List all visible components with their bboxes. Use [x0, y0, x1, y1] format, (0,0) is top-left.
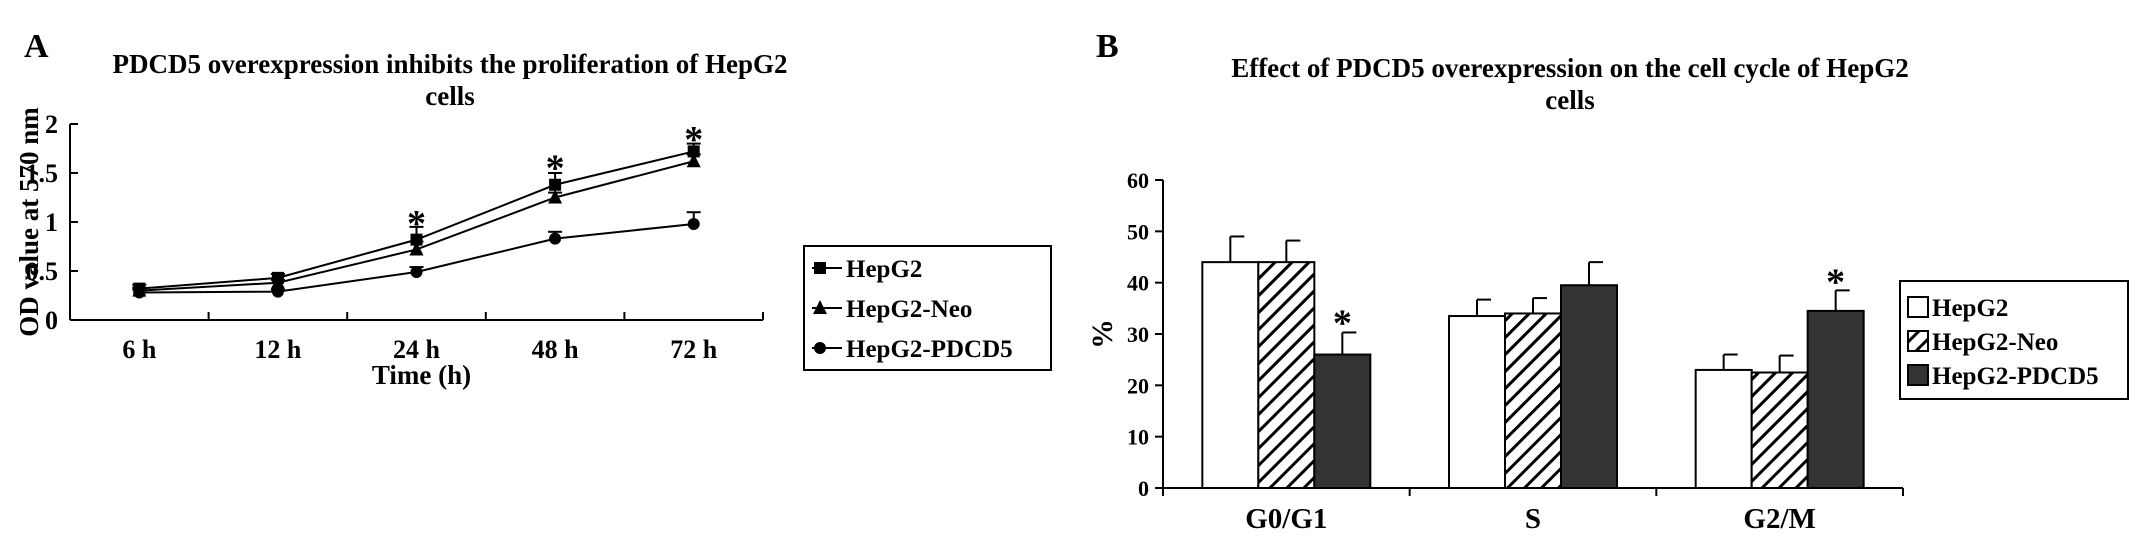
series-hepg2-pdcd5 [132, 211, 701, 299]
legend-label: HepG2 [1932, 295, 2008, 322]
bar-hepg2-neo-g2-m [1750, 371, 1809, 489]
legend-label: HepG2-PDCD5 [1932, 363, 2099, 390]
panel-b-title-line-2: cells [1545, 85, 1595, 115]
data-point [270, 274, 285, 289]
proliferation-line-chart: 0 0.5 1 1.5 2 6 h 12 h 24 h 48 h 72 h Time (h) OD v… [14, 107, 1052, 390]
legend: HepG2 HepG2-Neo HepG2-PDCD5 [1899, 280, 2129, 400]
data-point [410, 265, 423, 278]
data-point [549, 178, 562, 191]
x-tick-label: 12 h [254, 335, 302, 364]
data-point [409, 241, 424, 256]
data-point [687, 217, 700, 230]
panel-a-title-line-2: cells [425, 81, 475, 111]
y-axis-label: OD value at 570 nm [14, 107, 44, 337]
legend-box [1899, 280, 2129, 400]
legend-marker [813, 300, 827, 314]
x-axis-label: Time (h) [372, 360, 471, 390]
y-tick-label: 10 [1127, 425, 1149, 450]
panel-b-letter: B [1096, 28, 1119, 65]
x-tick-label: S [1525, 503, 1541, 535]
x-tick-label: G2/M [1743, 503, 1816, 535]
bar-hepg2-g0-g1 [1201, 261, 1260, 489]
data-point [133, 286, 146, 299]
cell-cycle-bar-chart: 0 10 20 30 40 50 60% G0/G1 S G2/M * * HepG2 HepG2-Neo… [1086, 168, 2129, 535]
y-tick-label: 0.5 [26, 257, 59, 286]
y-tick-label: 40 [1127, 271, 1149, 296]
legend-swatch [1907, 330, 1929, 352]
data-point [686, 153, 701, 168]
legend-swatch [1907, 364, 1929, 386]
legend-label: HepG2-Neo [846, 296, 972, 323]
y-tick-label: 50 [1127, 219, 1149, 244]
bar-hepg2-pdcd5-g2-m [1806, 309, 1865, 489]
legend-box [803, 245, 1052, 371]
panel-b-title-line-1: Effect of PDCD5 overexpression on the ce… [1231, 53, 1909, 83]
significance-asterisk: * [546, 147, 565, 189]
bar-hepg2-neo-s [1504, 312, 1562, 490]
x-tick-label: 24 h [393, 335, 441, 364]
y-tick-label: 60 [1127, 168, 1149, 193]
bar-hepg2-pdcd5-s [1560, 284, 1618, 489]
data-point [410, 233, 423, 246]
y-tick-label: 0 [45, 306, 58, 335]
significance-asterisk: * [1826, 261, 1845, 303]
bar-hepg2-s [1448, 315, 1506, 489]
y-tick-label: 20 [1127, 373, 1149, 398]
significance-asterisk: * [407, 203, 426, 245]
x-tick-label: 48 h [532, 335, 580, 364]
legend-label: HepG2-Neo [1932, 329, 2058, 356]
data-point [549, 232, 562, 245]
x-tick-label: G0/G1 [1245, 503, 1327, 535]
y-tick-label: 30 [1127, 322, 1149, 347]
significance-asterisk: * [1333, 302, 1352, 344]
legend-label: HepG2-PDCD5 [846, 336, 1013, 363]
bar-hepg2-pdcd5-g0-g1 [1313, 353, 1372, 489]
data-point [548, 189, 563, 204]
data-point [271, 285, 284, 298]
legend: HepG2 HepG2-Neo HepG2-PDCD5 [803, 245, 1052, 371]
bar-hepg2-neo-g0-g1 [1257, 261, 1316, 489]
x-tick-label: 6 h [122, 335, 157, 364]
x-tick-label: 72 h [670, 335, 718, 364]
y-tick-label: 0 [1138, 476, 1149, 501]
panel-a-title: PDCD5 overexpression inhibits the prolif… [60, 48, 840, 112]
y-tick-label: 1.5 [26, 159, 59, 188]
y-axis-label: % [1086, 319, 1119, 349]
panel-a-letter: A [24, 28, 49, 65]
significance-asterisk: * [684, 119, 703, 161]
y-tick-label: 2 [45, 110, 58, 139]
y-tick-label: 1 [45, 208, 58, 237]
legend-marker [814, 262, 826, 274]
panel-a-title-line-1: PDCD5 overexpression inhibits the prolif… [112, 49, 788, 79]
legend-label: HepG2 [846, 256, 922, 283]
legend-swatch [1907, 296, 1929, 318]
panel-b-title: Effect of PDCD5 overexpression on the ce… [1150, 52, 1990, 116]
bar-hepg2-g2-m [1694, 368, 1753, 489]
legend-marker [814, 342, 826, 354]
